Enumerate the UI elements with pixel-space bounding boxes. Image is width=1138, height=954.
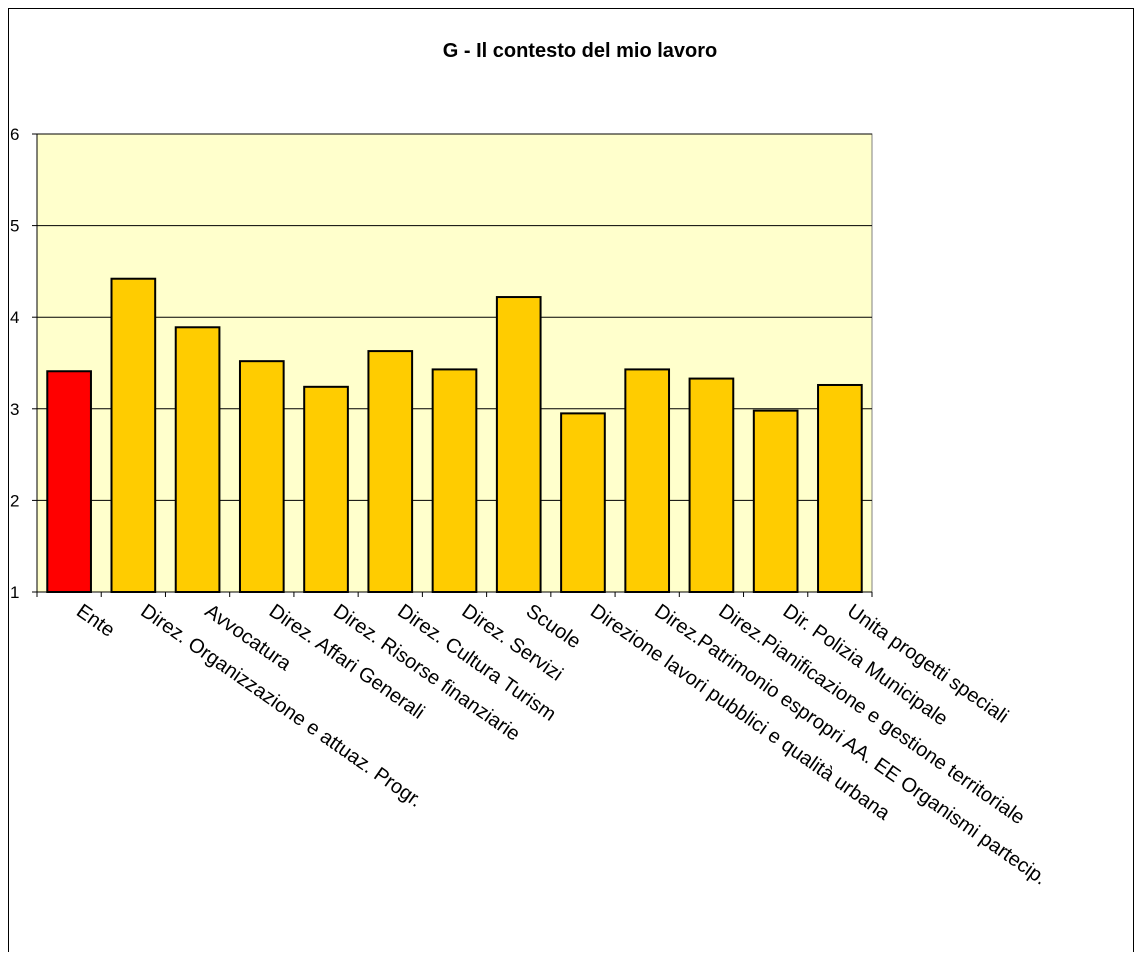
y-tick-label: 4	[10, 308, 19, 327]
bar	[688, 377, 735, 593]
bar	[752, 409, 799, 593]
bar	[46, 370, 92, 593]
y-tick-label: 5	[10, 217, 19, 236]
axes	[32, 133, 873, 597]
bars	[46, 277, 863, 594]
chart-frame	[8, 8, 1134, 952]
y-tick-label: 2	[10, 491, 19, 510]
bar	[495, 296, 542, 593]
y-tick-label: 3	[10, 400, 19, 419]
y-tick-label: 1	[10, 583, 19, 602]
bar	[817, 383, 863, 594]
bar	[560, 412, 606, 593]
bar	[303, 385, 349, 594]
bar	[238, 360, 285, 593]
bar	[367, 350, 414, 594]
bar	[110, 277, 157, 593]
bar	[624, 368, 671, 593]
chart-title: G - Il contesto del mio lavoro	[442, 40, 718, 62]
y-tick-label: 6	[10, 125, 19, 144]
category-label: Ente	[72, 600, 118, 642]
bar	[431, 368, 478, 593]
bar	[174, 326, 221, 593]
